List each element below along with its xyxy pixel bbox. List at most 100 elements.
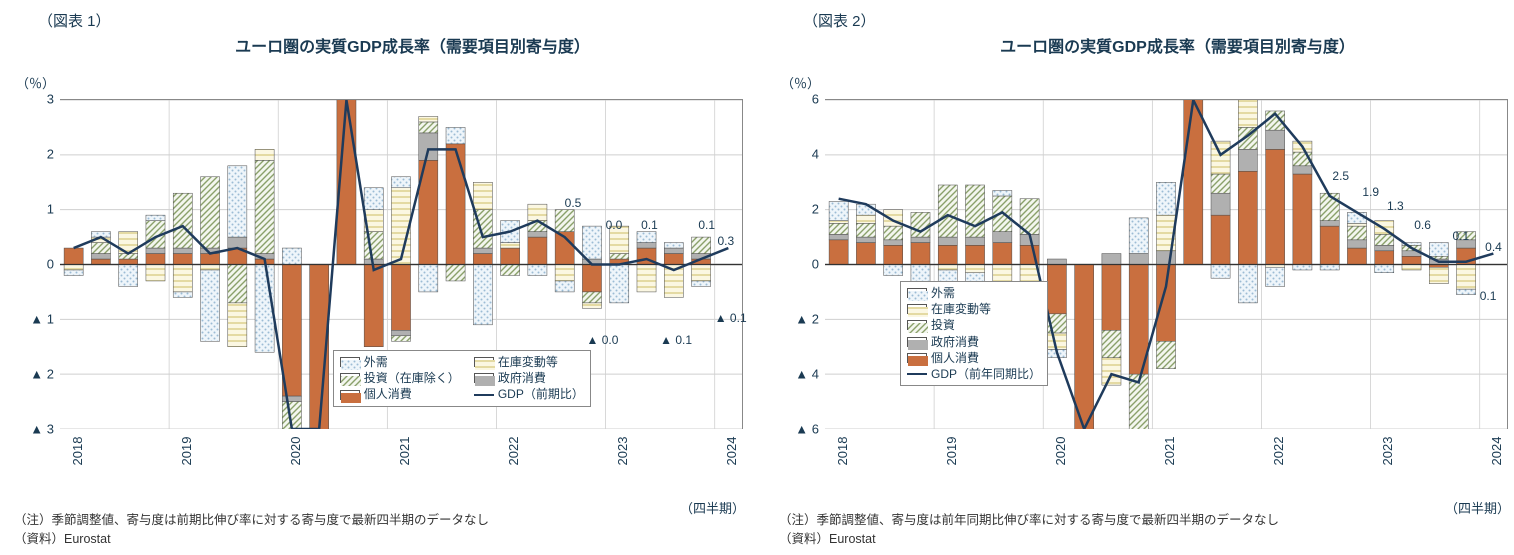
bar-i [555, 210, 574, 232]
bar-g [91, 254, 110, 259]
bar-e [1375, 265, 1394, 273]
data-annotation: 0.1 [1452, 229, 1469, 243]
xtick-year: 2021 [397, 437, 412, 466]
bar-v [582, 303, 601, 308]
legend-swatch [907, 304, 927, 314]
chart2-title: ユーロ圏の実質GDP成長率（需要項目別寄与度） [833, 33, 1514, 57]
bar-p [146, 254, 165, 265]
legend-swatch [907, 373, 927, 375]
bar-e [282, 248, 301, 264]
bar-i [419, 122, 438, 133]
bar-g [391, 330, 410, 335]
xtick-year: 2021 [1162, 437, 1177, 466]
bar-i [610, 254, 629, 259]
bar-i [938, 185, 957, 237]
bar-i [1347, 226, 1366, 240]
data-annotation: 0.0 [606, 218, 623, 232]
legend-label: 政府消費 [498, 370, 546, 386]
bar-v [1102, 358, 1121, 385]
bar-e [1320, 265, 1339, 270]
legend-label: 外需 [364, 354, 388, 370]
bar-v [555, 265, 574, 281]
data-annotation: 1.3 [1387, 199, 1404, 213]
bar-v [64, 265, 83, 270]
bar-i [391, 336, 410, 341]
bar-g [419, 133, 438, 160]
bar-v [528, 204, 547, 220]
ytick-label: ▲ 4 [795, 367, 819, 382]
legend-item: 個人消費 [907, 350, 1041, 366]
bar-e [884, 265, 903, 276]
ytick-label: ▲ 2 [795, 312, 819, 327]
ytick-label: 2 [47, 147, 54, 162]
bar-e [364, 188, 383, 210]
bar-v [1211, 141, 1230, 174]
bar-v [1402, 265, 1421, 270]
legend-swatch [907, 353, 927, 363]
legend-swatch [907, 288, 927, 298]
data-annotation: 0.1 [641, 218, 658, 232]
xtick-year: 2024 [724, 437, 739, 466]
bar-i [911, 212, 930, 237]
bar-g [1293, 166, 1312, 174]
chart1-yunit: （％） [16, 73, 55, 92]
ytick-label: 3 [47, 92, 54, 107]
bar-e [419, 265, 438, 292]
bar-v [146, 265, 165, 281]
bar-i [582, 292, 601, 303]
bar-i [1375, 234, 1394, 245]
bar-p [446, 144, 465, 265]
bar-v [856, 215, 875, 223]
chart1-title: ユーロ圏の実質GDP成長率（需要項目別寄与度） [68, 33, 757, 57]
bar-i [1102, 330, 1121, 357]
xtick-year: 2020 [288, 437, 303, 466]
bar-p [1075, 265, 1094, 430]
legend-item: 外需 [340, 354, 460, 370]
bar-v [1429, 267, 1448, 283]
legend-label: 個人消費 [364, 386, 412, 402]
bar-e [473, 265, 492, 325]
bar-p [582, 265, 601, 292]
bar-p [473, 254, 492, 265]
chart2-plot: 2.51.91.30.60.10.40.1外需在庫変動等投資政府消費個人消費GD… [825, 99, 1508, 429]
legend-label: 個人消費 [931, 350, 979, 366]
chart1-xticks: 2018201920202021202220232024 [56, 449, 747, 519]
legend-item: 外需 [907, 285, 1041, 301]
legend-label: 投資 [931, 317, 955, 333]
bar-g [938, 237, 957, 245]
bar-e [200, 270, 219, 341]
bar-p [884, 245, 903, 264]
data-annotation: ▲ 0.1 [660, 333, 692, 347]
xtick-year: 2024 [1489, 437, 1504, 466]
panel-chart2: （図表 2） ユーロ圏の実質GDP成長率（需要項目別寄与度） （％） ▲ 6▲ … [773, 8, 1514, 547]
ytick-label: ▲ 2 [30, 367, 54, 382]
legend-item: 在庫変動等 [907, 301, 1041, 317]
chart2-note2: （資料）Eurostat [779, 528, 1514, 547]
data-annotation: 1.9 [1362, 185, 1379, 199]
bar-p [1375, 251, 1394, 265]
chart1-plot: 0.50.0▲ 0.00.1▲ 0.10.30.1▲ 0.1外需在庫変動等投資（… [60, 99, 743, 429]
bar-i [446, 265, 465, 281]
chart1-ylabels: ▲ 3▲ 2▲ 10123 [12, 99, 56, 429]
panel-chart1: （図表 1） ユーロ圏の実質GDP成長率（需要項目別寄与度） （％） ▲ 3▲ … [8, 8, 757, 547]
bar-p [938, 245, 957, 264]
bar-i [173, 193, 192, 248]
bar-i [91, 243, 110, 254]
bar-e [228, 166, 247, 237]
xtick-year: 2023 [1380, 437, 1395, 466]
bar-v [938, 265, 957, 270]
bar-e [829, 201, 848, 220]
bar-g [1102, 254, 1121, 265]
bar-e [1156, 182, 1175, 215]
bar-g [1266, 130, 1285, 149]
data-annotation: 0.1 [1480, 289, 1497, 303]
legend-label: 外需 [931, 285, 955, 301]
bar-p [856, 243, 875, 265]
bar-p [528, 237, 547, 264]
bar-g [173, 248, 192, 253]
legend-swatch [474, 394, 494, 396]
bar-g [1156, 251, 1175, 265]
data-annotation: 0.5 [565, 196, 582, 210]
bar-e [1211, 265, 1230, 279]
bar-g [829, 234, 848, 239]
